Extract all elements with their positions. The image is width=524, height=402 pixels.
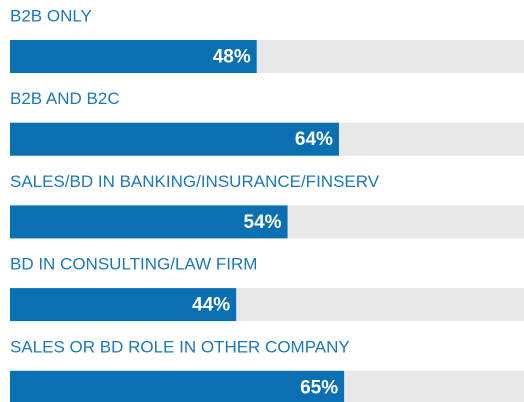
bar (10, 122, 339, 156)
bar (10, 205, 288, 239)
category-label: B2B ONLY (10, 6, 92, 25)
value-label: 65% (300, 377, 338, 398)
value-label: 44% (192, 295, 230, 316)
value-label: 64% (295, 129, 333, 150)
category-label: SALES/BD IN BANKING/INSURANCE/FINSERV (10, 172, 380, 191)
category-label: B2B AND B2C (10, 89, 120, 108)
bar (10, 40, 257, 73)
category-label: BD IN CONSULTING/LAW FIRM (10, 255, 257, 274)
bar (10, 370, 345, 402)
category-label: SALES OR BD ROLE IN OTHER COMPANY (10, 337, 350, 356)
bar (10, 288, 237, 322)
value-label: 54% (244, 212, 282, 233)
value-label: 48% (213, 47, 251, 68)
